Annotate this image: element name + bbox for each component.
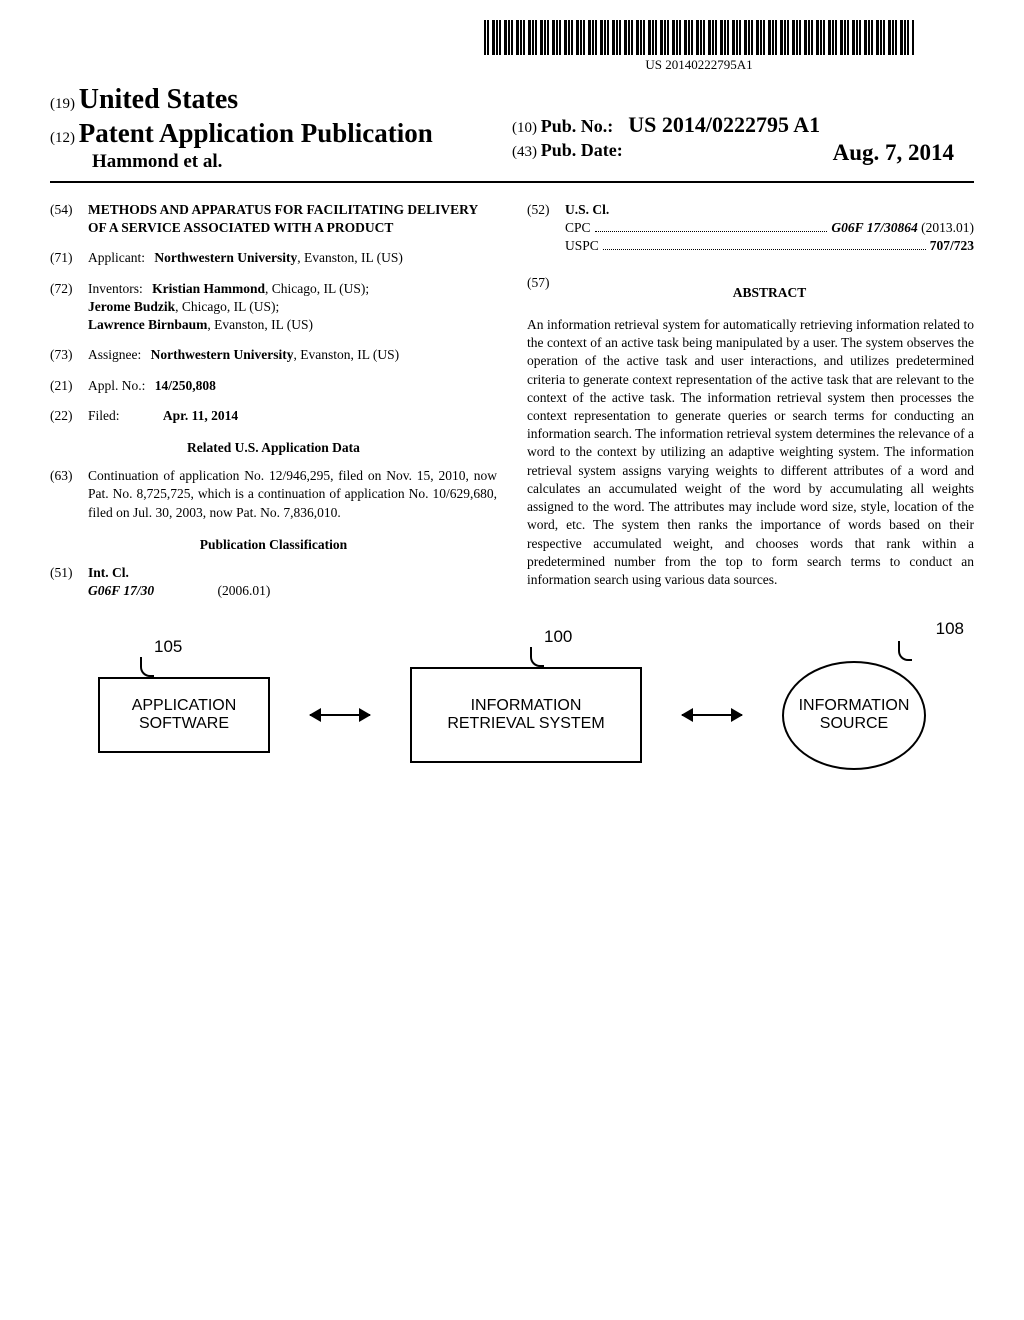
assignee-label: Assignee:: [88, 347, 141, 362]
code-pubdate: (43): [512, 144, 537, 160]
applicant-loc: , Evanston, IL (US): [297, 250, 403, 265]
filed-date: Apr. 11, 2014: [163, 408, 238, 423]
arrow-icon: [682, 714, 742, 716]
country: United States: [79, 84, 238, 115]
inventor-1-name: Kristian Hammond: [152, 281, 265, 296]
fig-box2-line1: INFORMATION: [426, 697, 626, 715]
inventors-label: Inventors:: [88, 281, 143, 296]
code-intcl: (51): [50, 564, 88, 600]
filed-label: Filed:: [88, 408, 120, 423]
applicant-name: Northwestern University: [154, 250, 297, 265]
continuation-text: Continuation of application No. 12/946,2…: [88, 467, 497, 522]
inventor-2-loc: , Chicago, IL (US);: [175, 299, 279, 314]
uspc-label: USPC: [565, 237, 599, 255]
inventor-2-name: Jerome Budzik: [88, 299, 175, 314]
code-pubno: (10): [512, 120, 537, 136]
fig-box1-line2: SOFTWARE: [114, 715, 254, 733]
fig-box1-line1: APPLICATION: [114, 697, 254, 715]
code-title: (54): [50, 201, 88, 237]
cpc-label: CPC: [565, 219, 591, 237]
barcode-region: US 20140222795A1: [50, 20, 974, 74]
applicant-label: Applicant:: [88, 250, 145, 265]
applno-label: Appl. No.:: [88, 378, 145, 393]
inventor-1-loc: , Chicago, IL (US);: [265, 281, 369, 296]
fig-box3-line2: SOURCE: [799, 715, 910, 733]
fig-ref-105: 105: [154, 637, 182, 657]
publication-number: US 2014/0222795 A1: [628, 112, 820, 137]
abstract-heading: ABSTRACT: [565, 284, 974, 302]
publication-type: Patent Application Publication: [79, 118, 433, 148]
cpc-value: G06F 17/30864: [831, 219, 917, 237]
intcl-class: G06F 17/30: [88, 583, 154, 598]
intcl-label: Int. Cl.: [88, 565, 129, 580]
code-abstract: (57): [527, 274, 565, 316]
abstract-text: An information retrieval system for auto…: [527, 316, 974, 589]
author-etal: Hammond et al.: [92, 151, 512, 173]
related-data-heading: Related U.S. Application Data: [50, 439, 497, 457]
intcl-year: (2006.01): [218, 583, 271, 598]
header-divider: [50, 181, 974, 183]
figure-diagram: 105 APPLICATION SOFTWARE 100 INFORMATION…: [50, 661, 974, 770]
code-continuation: (63): [50, 467, 88, 522]
arrow-icon: [310, 714, 370, 716]
cpc-year: (2013.01): [921, 219, 974, 237]
fig-box2-line2: RETRIEVAL SYSTEM: [426, 715, 626, 733]
inventor-3-name: Lawrence Birnbaum: [88, 317, 207, 332]
code-uscl: (52): [527, 201, 565, 256]
code-inventors: (72): [50, 280, 88, 335]
code-pubtype: (12): [50, 130, 75, 146]
code-applicant: (71): [50, 249, 88, 267]
code-country: (19): [50, 96, 75, 112]
fig-ref-108: 108: [936, 619, 964, 639]
assignee-loc: , Evanston, IL (US): [293, 347, 399, 362]
barcode-graphic: [484, 20, 914, 55]
application-number: 14/250,808: [155, 378, 216, 393]
uscl-label: U.S. Cl.: [565, 202, 609, 217]
pub-classification-heading: Publication Classification: [50, 536, 497, 554]
code-applno: (21): [50, 377, 88, 395]
code-assignee: (73): [50, 346, 88, 364]
uspc-value: 707/723: [930, 237, 974, 255]
pubdate-label: Pub. Date:: [541, 140, 623, 160]
barcode-text: US 20140222795A1: [484, 57, 914, 73]
publication-date: Aug. 7, 2014: [833, 140, 954, 166]
fig-box3-line1: INFORMATION: [799, 697, 910, 715]
inventor-3-loc: , Evanston, IL (US): [207, 317, 313, 332]
code-filed: (22): [50, 407, 88, 425]
invention-title: METHODS AND APPARATUS FOR FACILITATING D…: [88, 201, 497, 237]
pubno-label: Pub. No.:: [541, 116, 614, 136]
fig-ref-100: 100: [544, 627, 572, 647]
assignee-name: Northwestern University: [151, 347, 294, 362]
